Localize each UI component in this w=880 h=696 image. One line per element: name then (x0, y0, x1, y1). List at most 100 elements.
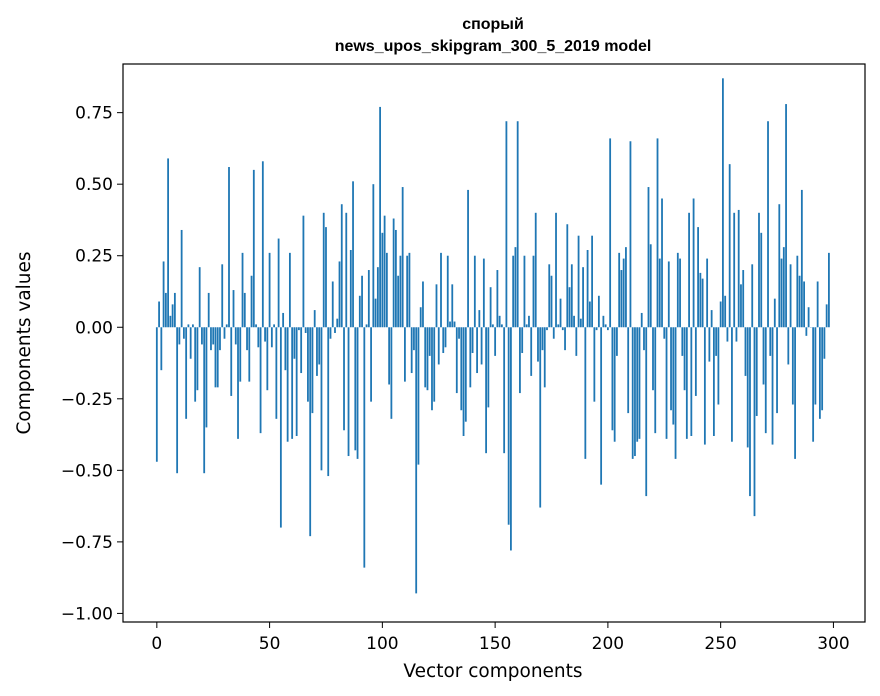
bar-component-200 (606, 327, 609, 331)
bar-component-67 (307, 327, 309, 402)
bar-component-257 (735, 327, 738, 342)
bar-component-122 (431, 327, 433, 411)
bar-component-124 (435, 284, 438, 328)
bar-component-38 (241, 252, 244, 328)
bar-component-82 (340, 204, 343, 328)
bar-component-263 (749, 327, 751, 497)
bar-component-1 (158, 301, 160, 328)
bar-component-7 (171, 304, 174, 328)
bar-component-151 (496, 270, 499, 328)
bar-component-3 (162, 261, 165, 328)
bar-component-182 (566, 224, 569, 328)
bar-component-46 (259, 327, 262, 434)
bar-component-297 (825, 304, 828, 328)
bar-component-252 (724, 295, 727, 328)
bar-component-91 (361, 275, 363, 328)
bar-component-291 (812, 327, 815, 442)
bar-component-224 (661, 198, 663, 328)
bar-component-80 (336, 318, 339, 328)
bar-component-227 (667, 261, 670, 328)
bar-component-213 (636, 327, 639, 442)
bar-component-128 (444, 327, 447, 348)
bar-component-59 (288, 252, 291, 328)
bar-component-236 (688, 212, 690, 328)
bar-component-158 (512, 255, 515, 328)
bar-component-237 (690, 327, 693, 436)
bar-component-248 (715, 327, 718, 356)
bar-component-6 (169, 315, 172, 328)
plot-area-frame (122, 63, 866, 623)
x-axis-label: Vector components (403, 661, 582, 682)
y-tick-label: 0.25 (75, 247, 113, 267)
bar-component-76 (327, 327, 330, 477)
bar-component-68 (309, 327, 312, 537)
bar-component-156 (507, 327, 510, 525)
bar-component-219 (649, 244, 652, 328)
bar-component-206 (620, 270, 623, 328)
bar-component-267 (758, 212, 760, 328)
bar-component-240 (697, 227, 699, 328)
bar-component-277 (780, 258, 783, 328)
bar-component-169 (537, 327, 539, 362)
bar-component-275 (776, 327, 778, 414)
bar-component-131 (451, 284, 454, 328)
bar-component-159 (514, 247, 517, 328)
bar-component-56 (282, 312, 285, 328)
bar-component-218 (647, 187, 650, 328)
bar-component-114 (413, 327, 415, 351)
y-tick-label: −0.50 (61, 461, 113, 481)
bar-component-72 (318, 327, 321, 365)
y-tick-label: −0.75 (61, 533, 113, 553)
bar-component-225 (663, 327, 666, 339)
bar-component-51 (270, 327, 273, 348)
bar-component-16 (192, 324, 194, 328)
bar-component-244 (706, 258, 709, 328)
bar-component-102 (385, 252, 388, 328)
bar-component-269 (762, 327, 765, 385)
bar-component-28 (219, 327, 221, 351)
x-tick-label: 0 (151, 634, 162, 654)
bar-component-138 (467, 189, 469, 328)
y-axis-label: Components values (14, 251, 35, 434)
bar-component-70 (313, 310, 316, 328)
bar-component-15 (189, 327, 192, 359)
bar-component-190 (584, 327, 587, 459)
bar-component-279 (785, 104, 787, 328)
bar-component-172 (543, 327, 546, 388)
bar-component-125 (437, 327, 440, 365)
bar-component-170 (539, 327, 542, 508)
bar-component-293 (816, 281, 819, 328)
bar-component-180 (561, 327, 564, 331)
bar-component-247 (712, 327, 715, 436)
bar-component-284 (796, 255, 799, 328)
bar-component-235 (685, 327, 688, 439)
bar-component-115 (415, 327, 418, 594)
bar-component-185 (573, 315, 575, 328)
bar-component-283 (794, 327, 796, 459)
bar-component-295 (821, 327, 824, 411)
bar-component-45 (257, 327, 260, 348)
bar-component-30 (223, 327, 226, 339)
bar-component-273 (771, 327, 774, 445)
bar-component-104 (390, 327, 393, 419)
bar-component-183 (568, 287, 571, 328)
bar-component-27 (216, 327, 219, 388)
bar-component-73 (320, 327, 323, 471)
bar-component-228 (670, 327, 672, 411)
bar-component-211 (631, 327, 634, 459)
bar-component-52 (273, 324, 275, 328)
bar-component-19 (198, 267, 201, 328)
bar-component-133 (455, 327, 458, 394)
bar-component-74 (322, 212, 325, 328)
bar-component-196 (597, 295, 600, 328)
bar-component-147 (487, 327, 490, 408)
bar-component-141 (473, 255, 476, 328)
bar-component-184 (570, 264, 573, 328)
bar-component-126 (440, 252, 442, 328)
bar-component-65 (302, 215, 305, 328)
bar-component-226 (665, 327, 668, 439)
bar-component-280 (787, 327, 790, 365)
bar-component-10 (178, 327, 181, 345)
bar-component-192 (588, 301, 591, 328)
bar-component-22 (205, 327, 208, 428)
